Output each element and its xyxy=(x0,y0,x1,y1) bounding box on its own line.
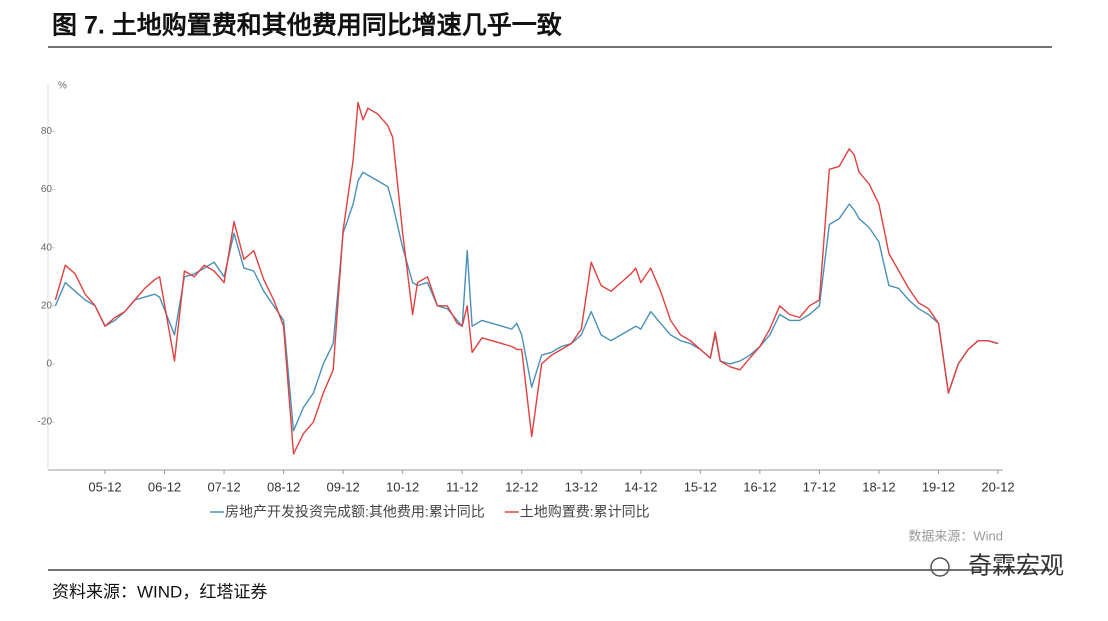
x-tick-label: 12-12 xyxy=(505,479,538,494)
x-tick-label: 18-12 xyxy=(862,479,895,494)
legend-label: 土地购置费:累计同比 xyxy=(520,504,650,520)
x-tick-label: 15-12 xyxy=(684,479,717,494)
series-line xyxy=(54,101,999,455)
watermark: 奇霖宏观 xyxy=(968,552,1064,579)
x-tick-label: 13-12 xyxy=(565,479,598,494)
x-tick-label: 08-12 xyxy=(267,479,300,494)
y-tick-label: 60 xyxy=(41,184,53,195)
x-tick-label: 06-12 xyxy=(148,479,181,494)
x-tick-label: 11-12 xyxy=(446,479,478,494)
x-tick-label: 09-12 xyxy=(327,479,360,494)
y-tick-label: 80 xyxy=(41,126,53,137)
y-tick-label: 0 xyxy=(46,359,52,370)
x-tick-label: 10-12 xyxy=(386,479,419,494)
source: 资料来源：WIND，红塔证券 xyxy=(52,582,267,601)
y-unit: % xyxy=(58,81,67,92)
legend-label: 房地产开发投资完成额:其他费用:累计同比 xyxy=(225,504,485,520)
x-tick-label: 14-12 xyxy=(624,479,657,494)
x-tick-label: 16-12 xyxy=(743,479,776,494)
y-tick-label: -20 xyxy=(38,417,53,428)
x-tick-label: 19-12 xyxy=(922,479,955,494)
y-tick-label: 40 xyxy=(41,242,53,253)
x-tick-label: 20-12 xyxy=(981,479,1014,494)
source-note: 数据来源：Wind xyxy=(908,528,1003,543)
x-tick-label: 05-12 xyxy=(88,479,121,494)
watermark-icon xyxy=(930,557,950,577)
y-tick-label: 20 xyxy=(41,300,53,311)
x-tick-label: 07-12 xyxy=(207,479,240,494)
x-tick-label: 17-12 xyxy=(803,479,836,494)
chart-title: 图 7. 土地购置费和其他费用同比增速几乎一致 xyxy=(52,11,563,40)
